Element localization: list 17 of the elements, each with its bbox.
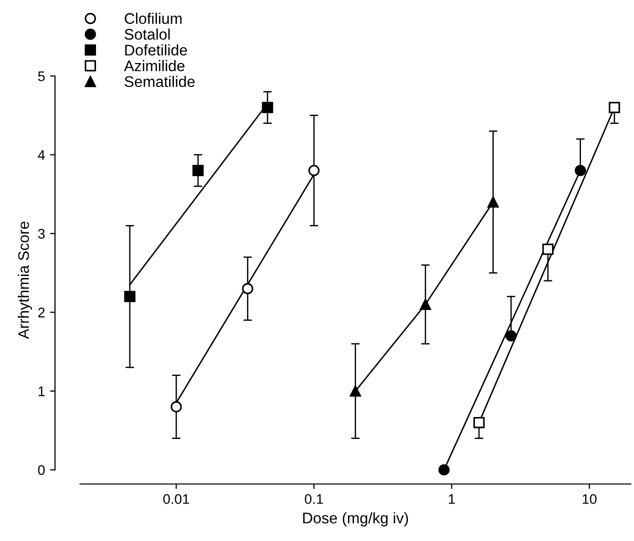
legend-label: Clofilium — [124, 12, 182, 24]
y-tick-label: 1 — [38, 386, 45, 396]
x-tick-label: 1 — [448, 494, 455, 504]
y-tick-label: 5 — [38, 71, 45, 82]
y-tick-label: 2 — [38, 308, 45, 318]
x-axis-title: Dose (mg/kg iv) — [303, 512, 408, 526]
legend-label: Dofetilide — [125, 44, 187, 56]
x-tick-label: 0.01 — [163, 494, 190, 504]
y-tick-label: 3 — [38, 228, 45, 239]
y-tick-label: 0 — [38, 465, 45, 475]
x-tick-label: 0.1 — [304, 494, 323, 504]
y-tick-label: 4 — [38, 150, 45, 160]
x-tick-label: 10 — [582, 494, 597, 504]
legend-label: Sematilide — [124, 76, 195, 88]
legend-label: Azimilide — [124, 60, 184, 72]
legend-label: Sotalol — [124, 28, 170, 40]
y-axis-title: Arrhythmia Score — [18, 222, 32, 339]
